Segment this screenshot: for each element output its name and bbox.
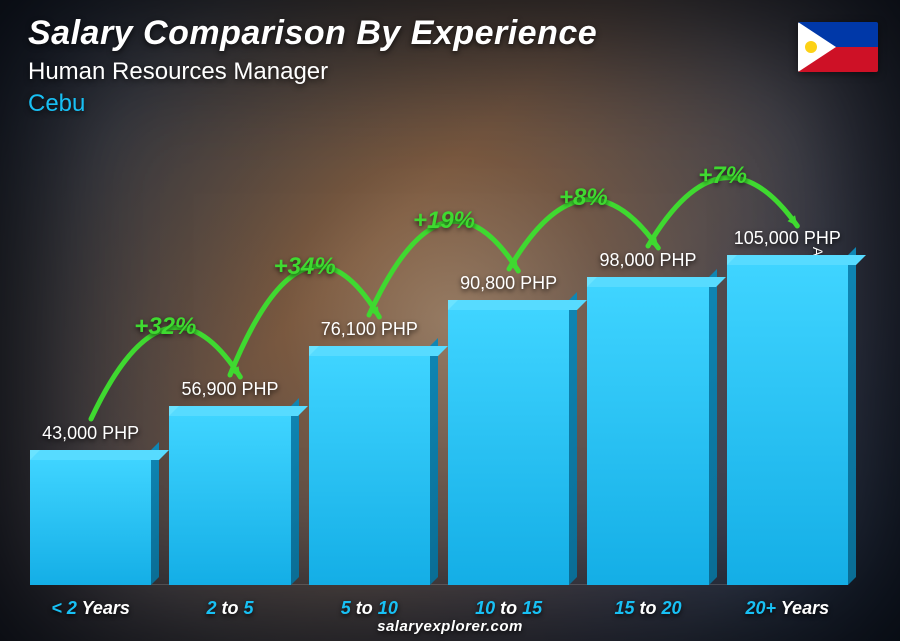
change-label: +19%: [413, 207, 475, 235]
change-label: +7%: [698, 162, 747, 190]
bar-category-label: 2 to 5: [206, 598, 253, 619]
bar: [448, 300, 569, 585]
bar-wrap: 56,900 PHP2 to 5: [169, 140, 290, 585]
change-label: +32%: [134, 313, 196, 341]
bar-category-label: 5 to 10: [341, 598, 398, 619]
footer-attribution: salaryexplorer.com: [0, 618, 900, 635]
chart-title: Salary Comparison By Experience: [28, 14, 597, 53]
bar-category-label: < 2 Years: [51, 598, 130, 619]
bar-value-label: 98,000 PHP: [599, 250, 696, 271]
bar-wrap: 76,100 PHP5 to 10: [309, 140, 430, 585]
bar-value-label: 105,000 PHP: [734, 228, 841, 249]
bar-wrap: 105,000 PHP20+ Years: [727, 140, 848, 585]
chart-stage: Salary Comparison By Experience Human Re…: [0, 0, 900, 641]
bar-wrap: 43,000 PHP< 2 Years: [30, 140, 151, 585]
flag-sun-icon: [805, 41, 817, 53]
bar-category-label: 15 to 20: [614, 598, 681, 619]
bar: [309, 346, 430, 585]
bar: [727, 255, 848, 585]
bar-value-label: 43,000 PHP: [42, 423, 139, 444]
chart-subtitle: Human Resources Manager: [28, 58, 328, 86]
bar-category-label: 20+ Years: [745, 598, 829, 619]
bar-category-label: 10 to 15: [475, 598, 542, 619]
bar: [30, 450, 151, 585]
chart-location: Cebu: [28, 90, 85, 118]
bar-value-label: 90,800 PHP: [460, 273, 557, 294]
change-label: +34%: [274, 253, 336, 281]
bar: [587, 277, 708, 585]
bar-value-label: 76,100 PHP: [321, 319, 418, 340]
philippines-flag-icon: [798, 22, 878, 72]
bar: [169, 406, 290, 585]
change-label: +8%: [559, 184, 608, 212]
bar-value-label: 56,900 PHP: [181, 379, 278, 400]
